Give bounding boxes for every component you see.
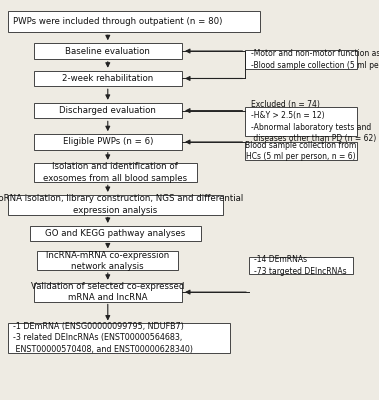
FancyBboxPatch shape xyxy=(37,251,179,270)
FancyBboxPatch shape xyxy=(8,323,230,353)
FancyBboxPatch shape xyxy=(33,134,182,150)
FancyBboxPatch shape xyxy=(245,50,357,70)
Text: Blood sample collection from
HCs (5 ml per person, n = 6): Blood sample collection from HCs (5 ml p… xyxy=(245,141,357,161)
FancyBboxPatch shape xyxy=(8,11,260,32)
Text: ExoRNA isolation, library construction, NGS and differential
expression analysis: ExoRNA isolation, library construction, … xyxy=(0,194,243,215)
Text: Excluded (n = 74)
-H&Y > 2.5(n = 12)
-Abnormal laboratory tests and
 diseases ot: Excluded (n = 74) -H&Y > 2.5(n = 12) -Ab… xyxy=(251,100,376,143)
Text: Baseline evaluation: Baseline evaluation xyxy=(65,46,150,56)
Text: lncRNA-mRNA co-expression
network analysis: lncRNA-mRNA co-expression network analys… xyxy=(46,250,169,271)
Text: -14 DEmRNAs
-73 targeted DElncRNAs: -14 DEmRNAs -73 targeted DElncRNAs xyxy=(254,255,347,276)
Text: -Motor and non-motor function assessment
-Blood sample collection (5 ml per pers: -Motor and non-motor function assessment… xyxy=(251,50,379,70)
Text: Validation of selected co-expressed
mRNA and lncRNA: Validation of selected co-expressed mRNA… xyxy=(31,282,185,302)
Text: Isolation and identification of
exosomes from all blood samples: Isolation and identification of exosomes… xyxy=(43,162,187,183)
FancyBboxPatch shape xyxy=(33,283,182,302)
FancyBboxPatch shape xyxy=(245,107,357,136)
Text: 2-week rehabilitation: 2-week rehabilitation xyxy=(62,74,153,83)
FancyBboxPatch shape xyxy=(33,103,182,118)
Text: -1 DEmRNA (ENSG00000099795, NDUFB7)
-3 related DElncRNAs (ENST00000564683,
 ENST: -1 DEmRNA (ENSG00000099795, NDUFB7) -3 r… xyxy=(13,322,193,354)
Text: PWPs were included through outpatient (n = 80): PWPs were included through outpatient (n… xyxy=(13,17,222,26)
FancyBboxPatch shape xyxy=(245,142,357,160)
Text: Discharged evaluation: Discharged evaluation xyxy=(60,106,156,115)
FancyBboxPatch shape xyxy=(33,163,197,182)
FancyBboxPatch shape xyxy=(33,43,182,59)
FancyBboxPatch shape xyxy=(8,195,223,214)
FancyBboxPatch shape xyxy=(33,71,182,86)
Text: Eligible PWPs (n = 6): Eligible PWPs (n = 6) xyxy=(63,138,153,146)
FancyBboxPatch shape xyxy=(249,257,353,274)
Text: GO and KEGG pathway analyses: GO and KEGG pathway analyses xyxy=(45,229,185,238)
FancyBboxPatch shape xyxy=(30,226,200,241)
